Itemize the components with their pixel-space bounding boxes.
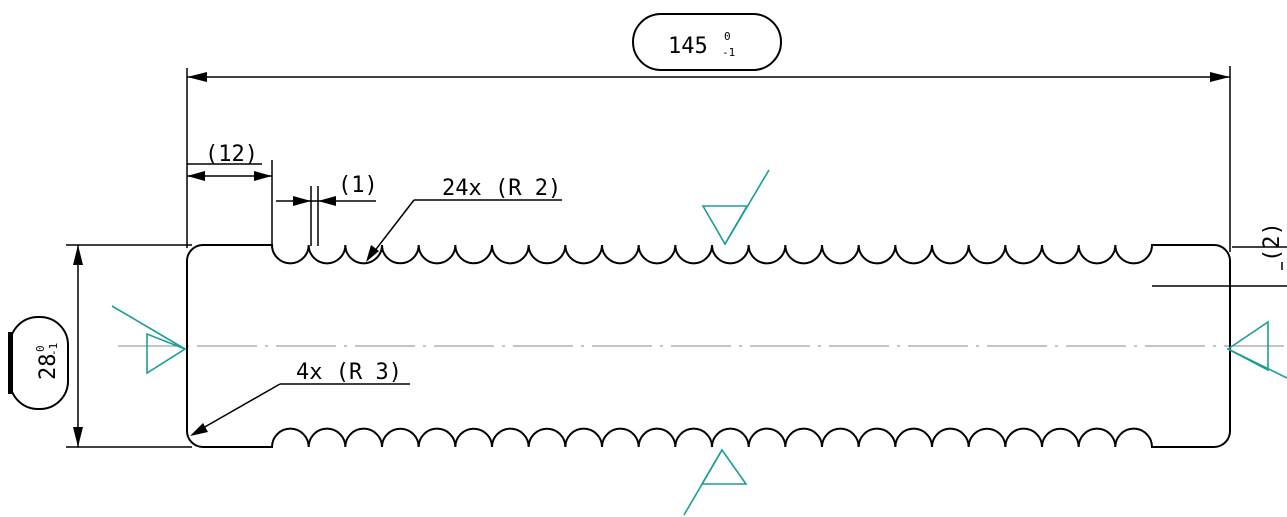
- datum-leader-bottom: [683, 449, 723, 516]
- width-dimension: 28 0 -1: [8, 244, 192, 448]
- datum-triangle-bottom: [700, 448, 748, 485]
- arrowhead-notch: [366, 245, 379, 262]
- datum-symbol-bottom: [683, 448, 748, 516]
- length-inspection-frame: [632, 13, 782, 71]
- gap-dimension: (1): [276, 173, 378, 246]
- depth-dimension: (2): [1152, 222, 1287, 287]
- notch-radius-callout: 24x (R 2): [366, 176, 562, 262]
- arrowhead-width-top: [73, 245, 83, 265]
- label-1: (1): [338, 173, 378, 198]
- left-flat-dimension: (12): [187, 142, 273, 245]
- width-lower-tolerance: -1: [47, 343, 60, 356]
- arrowhead-12-right: [254, 171, 272, 181]
- datum-symbol-right: [1226, 320, 1287, 379]
- corner-radius-label: 4x (R 3): [296, 360, 402, 385]
- notch-radius-label: 24x (R 2): [442, 176, 561, 201]
- length-nominal: 145: [668, 34, 708, 59]
- length-upper-tolerance: 0: [724, 30, 731, 43]
- label-12: (12): [205, 142, 258, 167]
- corner-radius-callout: 4x (R 3): [190, 360, 410, 436]
- datum-leader-top: [724, 169, 770, 245]
- width-nominal: 28: [36, 354, 61, 381]
- arrowhead-width-bottom: [73, 427, 83, 447]
- length-lower-tolerance: -1: [722, 46, 735, 59]
- frame-marker: [8, 332, 13, 394]
- arrowhead-right: [1210, 72, 1230, 82]
- arrowhead-gap-left: [293, 196, 311, 206]
- arrowhead-12-left: [187, 171, 205, 181]
- datum-leader-left: [111, 305, 186, 350]
- width-upper-tolerance: 0: [34, 345, 47, 352]
- datum-triangle-top: [701, 205, 749, 246]
- datum-symbol-top: [701, 169, 770, 246]
- arrowhead-gap-right: [318, 196, 336, 206]
- label-2: (2): [1260, 222, 1285, 262]
- arrowhead-corner: [190, 423, 208, 436]
- datum-triangle-left: [146, 332, 187, 375]
- arrowhead-left: [187, 72, 207, 82]
- part-outline: [186, 244, 1231, 448]
- datum-leader-right: [1227, 348, 1287, 379]
- datum-symbol-left: [111, 305, 187, 375]
- leader-notch: [369, 199, 415, 258]
- length-dimension: 145 0 -1: [186, 13, 1231, 252]
- leader-corner: [195, 383, 281, 433]
